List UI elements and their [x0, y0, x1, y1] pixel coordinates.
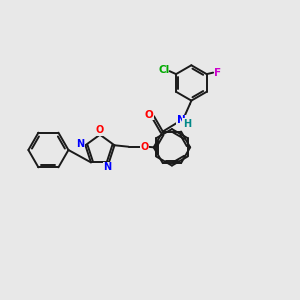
Text: N: N	[76, 139, 85, 149]
Text: N: N	[103, 162, 112, 172]
Text: O: O	[140, 142, 149, 152]
Text: N: N	[177, 115, 185, 125]
Text: O: O	[96, 125, 104, 135]
Text: H: H	[183, 119, 191, 129]
Text: O: O	[144, 110, 153, 120]
Text: F: F	[214, 68, 221, 78]
Text: Cl: Cl	[159, 65, 170, 75]
